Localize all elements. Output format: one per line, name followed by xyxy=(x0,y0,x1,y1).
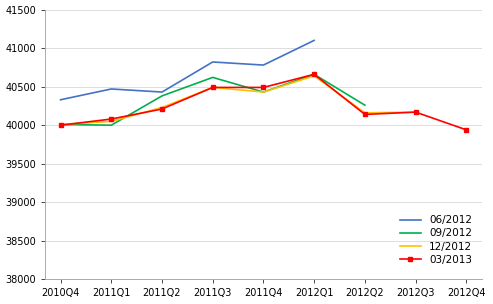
12/2012 xyxy=(58,123,64,126)
03/2013 xyxy=(108,117,114,121)
Line: 12/2012: 12/2012 xyxy=(61,76,416,124)
03/2013 xyxy=(58,123,64,127)
12/2012 xyxy=(159,106,165,109)
03/2013 xyxy=(159,107,165,111)
09/2012 xyxy=(108,123,114,127)
03/2013 xyxy=(260,86,266,89)
09/2012 xyxy=(210,76,215,79)
03/2013 xyxy=(210,86,215,89)
Line: 03/2013: 03/2013 xyxy=(58,72,469,132)
06/2012 xyxy=(58,98,64,102)
06/2012 xyxy=(260,63,266,67)
09/2012 xyxy=(311,72,317,76)
Line: 09/2012: 09/2012 xyxy=(61,74,365,125)
09/2012 xyxy=(362,103,368,107)
03/2013 xyxy=(413,110,419,114)
12/2012 xyxy=(260,90,266,94)
06/2012 xyxy=(159,90,165,94)
09/2012 xyxy=(58,123,64,126)
03/2013 xyxy=(463,128,469,132)
06/2012 xyxy=(108,87,114,91)
09/2012 xyxy=(159,94,165,98)
09/2012 xyxy=(260,90,266,94)
03/2013 xyxy=(362,112,368,116)
12/2012 xyxy=(362,111,368,115)
03/2013 xyxy=(311,72,317,76)
06/2012 xyxy=(311,39,317,42)
12/2012 xyxy=(108,119,114,123)
06/2012 xyxy=(210,60,215,64)
Line: 06/2012: 06/2012 xyxy=(61,40,314,100)
12/2012 xyxy=(311,74,317,78)
12/2012 xyxy=(413,110,419,114)
Legend: 06/2012, 09/2012, 12/2012, 03/2013: 06/2012, 09/2012, 12/2012, 03/2013 xyxy=(396,211,476,269)
12/2012 xyxy=(210,86,215,89)
